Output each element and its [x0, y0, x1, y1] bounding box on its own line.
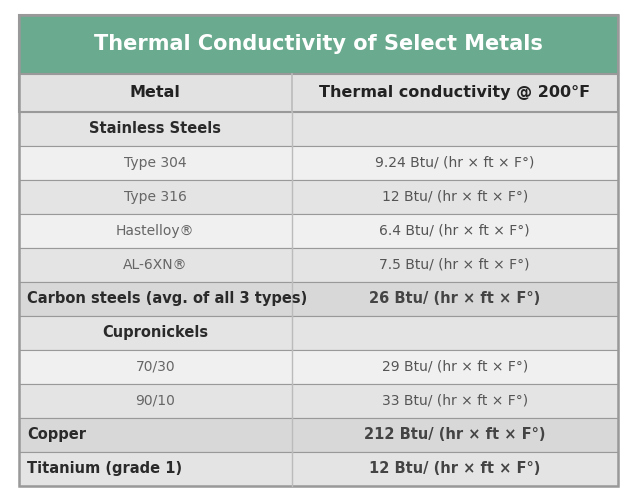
Text: 9.24 Btu/ (hr × ft × F°): 9.24 Btu/ (hr × ft × F°)	[375, 156, 534, 170]
Text: 6.4 Btu/ (hr × ft × F°): 6.4 Btu/ (hr × ft × F°)	[380, 224, 530, 237]
Bar	[19, 418, 618, 452]
Bar	[19, 74, 618, 112]
Text: Cupronickels: Cupronickels	[103, 325, 208, 340]
Bar	[19, 350, 618, 384]
Text: Stainless Steels: Stainless Steels	[89, 121, 221, 136]
Text: Thermal conductivity @ 200°F: Thermal conductivity @ 200°F	[319, 85, 590, 100]
Bar	[19, 146, 618, 180]
Text: AL-6XN®: AL-6XN®	[123, 258, 187, 272]
Text: 90/10: 90/10	[136, 394, 175, 408]
Text: Hastelloy®: Hastelloy®	[116, 224, 194, 237]
Text: Metal: Metal	[130, 85, 181, 100]
Bar	[19, 452, 618, 486]
Text: 29 Btu/ (hr × ft × F°): 29 Btu/ (hr × ft × F°)	[382, 360, 528, 374]
Text: 7.5 Btu/ (hr × ft × F°): 7.5 Btu/ (hr × ft × F°)	[380, 258, 530, 272]
Text: 12 Btu/ (hr × ft × F°): 12 Btu/ (hr × ft × F°)	[369, 461, 540, 476]
Text: 26 Btu/ (hr × ft × F°): 26 Btu/ (hr × ft × F°)	[369, 291, 540, 306]
Bar	[19, 384, 618, 418]
Bar	[19, 15, 618, 74]
Text: Type 316: Type 316	[124, 190, 187, 204]
Bar	[19, 282, 618, 316]
Text: Carbon steels (avg. of all 3 types): Carbon steels (avg. of all 3 types)	[27, 291, 307, 306]
Text: 33 Btu/ (hr × ft × F°): 33 Btu/ (hr × ft × F°)	[382, 394, 528, 408]
Bar	[19, 214, 618, 247]
Bar	[19, 316, 618, 350]
Text: Type 304: Type 304	[124, 156, 187, 170]
Text: 212 Btu/ (hr × ft × F°): 212 Btu/ (hr × ft × F°)	[364, 427, 545, 442]
Text: 70/30: 70/30	[136, 360, 175, 374]
Text: 12 Btu/ (hr × ft × F°): 12 Btu/ (hr × ft × F°)	[382, 190, 528, 204]
Bar	[19, 247, 618, 282]
Text: Thermal Conductivity of Select Metals: Thermal Conductivity of Select Metals	[94, 35, 543, 55]
Text: Titanium (grade 1): Titanium (grade 1)	[27, 461, 182, 476]
Bar	[19, 180, 618, 214]
Text: Copper: Copper	[27, 427, 86, 442]
Bar	[19, 112, 618, 146]
